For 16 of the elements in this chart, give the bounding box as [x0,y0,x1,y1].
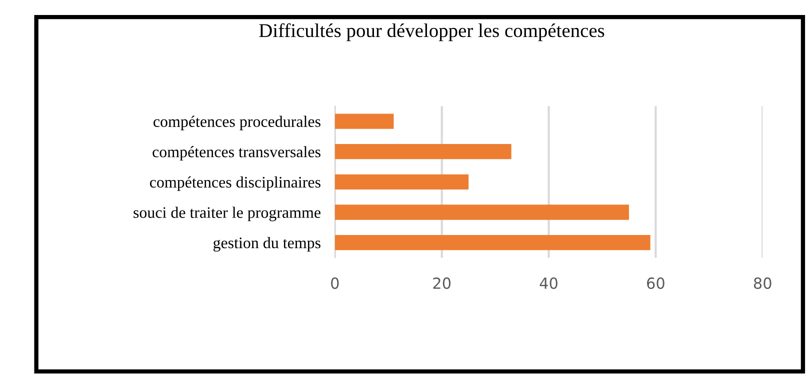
y-tick-label: compétences procedurales [154,116,320,130]
bar [334,144,512,160]
x-tick-label: 80 [754,277,772,289]
y-tick-label: souci de traiter le programme [134,206,320,222]
bar [334,234,650,250]
x-tick-label: 40 [540,277,558,289]
y-tick-label: compétences disciplinaires [150,176,320,191]
chart-title: Difficultés pour développer les compétences [259,23,604,42]
bar [334,174,469,190]
x-tick-label: 0 [331,277,339,289]
bar [334,204,629,220]
x-tick-label: 20 [433,277,451,289]
y-tick-label: compétences transversales [152,146,320,161]
x-tick-label: 60 [647,277,664,289]
y-tick-label: gestion du temps [213,237,320,252]
bar [334,114,394,129]
